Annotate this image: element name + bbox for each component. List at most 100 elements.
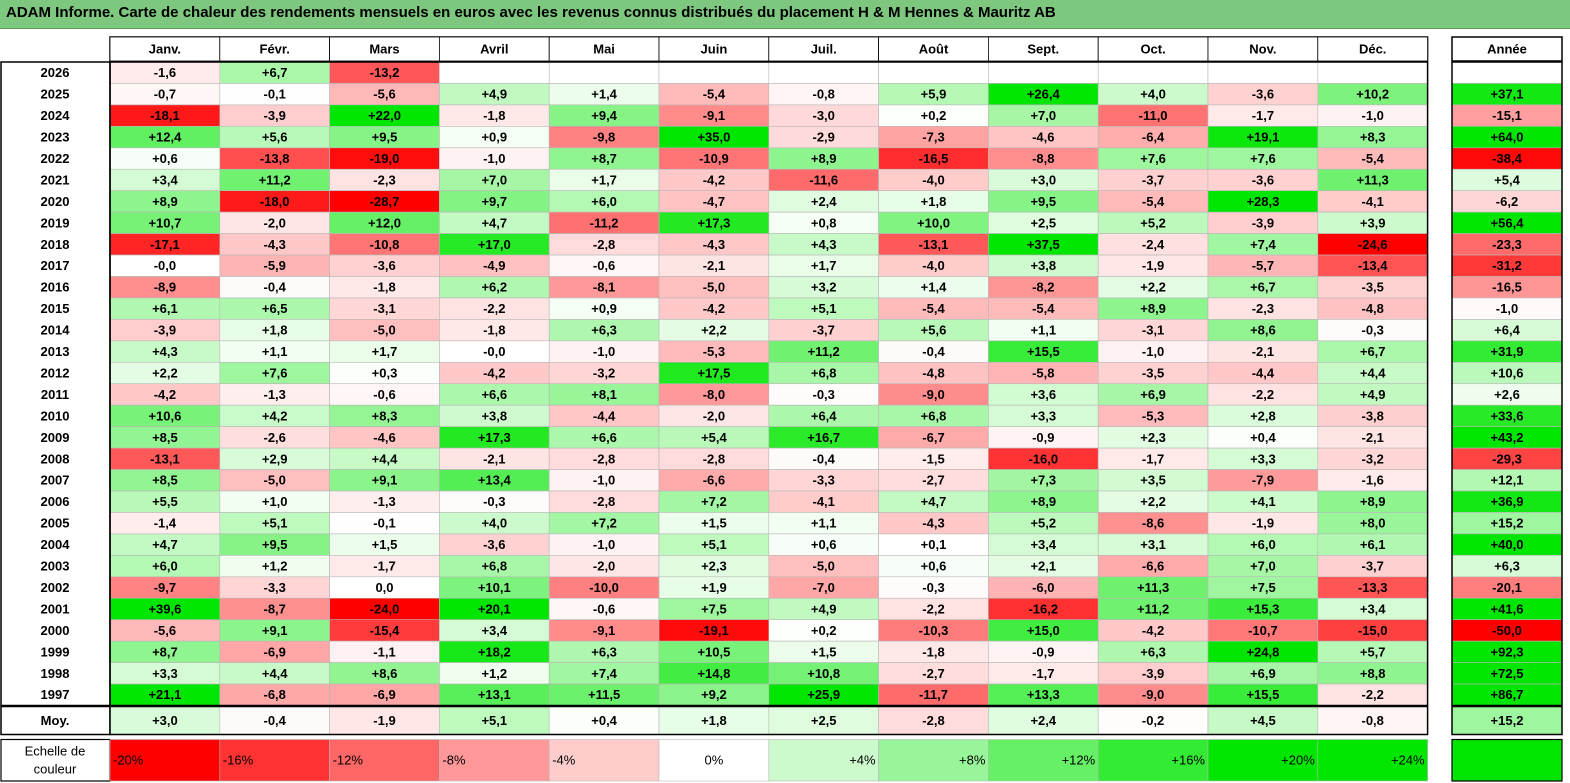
average-value: -1,9 <box>373 713 395 728</box>
cell-value: +6,3 <box>1140 644 1166 659</box>
cell-value: +2,3 <box>1140 430 1166 445</box>
average-value: +0,4 <box>591 713 617 728</box>
cell-value: +5,2 <box>1140 215 1166 230</box>
month-header-7: Juil. <box>811 41 837 56</box>
cell-value: -10,9 <box>699 151 729 166</box>
cell-value: -4,8 <box>1361 301 1383 316</box>
cell-value: -24,6 <box>1358 237 1388 252</box>
cell-value: -0,3 <box>483 494 505 509</box>
cell-value: -4,2 <box>154 387 176 402</box>
cell-value: -2,8 <box>593 237 615 252</box>
annual-value: +43,2 <box>1491 430 1524 445</box>
average-label-cell <box>0 705 111 736</box>
cell-value: -5,0 <box>812 559 834 574</box>
average-cell <box>768 706 879 735</box>
average-row-frame <box>109 705 1429 736</box>
cell-value: -3,8 <box>1361 408 1383 423</box>
scale-annual-swatch <box>1451 738 1563 782</box>
scale-swatch <box>109 739 221 782</box>
cell-value: +1,0 <box>262 494 288 509</box>
heatmap-cell <box>1207 61 1319 84</box>
cell-value: -3,9 <box>263 108 285 123</box>
cell-value: -19,1 <box>699 623 729 638</box>
cell-value: +16,7 <box>807 430 840 445</box>
cell-value: -4,6 <box>373 430 395 445</box>
cell-value: +13,4 <box>478 473 512 488</box>
cell-value: +28,3 <box>1246 194 1279 209</box>
cell-value: +5,5 <box>152 494 178 509</box>
cell-value: -1,0 <box>593 537 615 552</box>
cell-value: +7,5 <box>1250 580 1276 595</box>
cell-value: +25,9 <box>807 687 840 702</box>
cell-value: +5,1 <box>701 537 727 552</box>
cell-value: +35,0 <box>697 130 730 145</box>
month-header-cell <box>658 36 770 62</box>
scale-swatch <box>878 739 989 782</box>
average-value: -0,2 <box>1142 713 1164 728</box>
month-header-cell <box>878 36 989 62</box>
scale-swatch <box>548 739 660 782</box>
cell-value: +7,0 <box>1250 559 1276 574</box>
cell-value: +14,8 <box>697 666 730 681</box>
cell-value: +7,4 <box>591 666 617 681</box>
cell-value: +8,9 <box>811 151 837 166</box>
cell-value: -1,7 <box>1252 108 1274 123</box>
cell-value: +1,8 <box>921 194 947 209</box>
cell-value: +8,1 <box>591 387 617 402</box>
month-header-cell <box>438 36 550 62</box>
cell-value: -3,6 <box>1252 172 1274 187</box>
cell-value: -13,8 <box>260 151 290 166</box>
cell-value: +1,7 <box>811 258 837 273</box>
cell-value: -5,4 <box>922 301 945 316</box>
cell-value: -3,5 <box>1142 365 1164 380</box>
cell-value: -7,3 <box>922 130 944 145</box>
cell-value: +6,0 <box>1250 537 1276 552</box>
cell-value: +1,5 <box>811 644 837 659</box>
cell-value: -1,9 <box>1142 258 1164 273</box>
cell-value: -8,8 <box>1032 151 1054 166</box>
cell-value: -3,7 <box>812 323 834 338</box>
cell-value: -1,3 <box>373 494 395 509</box>
cell-value: +6,0 <box>591 194 617 209</box>
cell-value: +5,1 <box>262 516 288 531</box>
cell-value: +8,8 <box>1360 666 1386 681</box>
cell-value: +3,3 <box>152 666 178 681</box>
cell-value: -5,6 <box>154 623 176 638</box>
cell-value: +1,4 <box>591 87 617 102</box>
scale-swatch <box>329 739 440 782</box>
scale-label-line2: couleur <box>34 762 77 777</box>
cell-value: -16,2 <box>1028 601 1058 616</box>
cell-value: +3,1 <box>1140 537 1166 552</box>
cell-value: +10,8 <box>807 666 840 681</box>
cell-value: +15,0 <box>1027 623 1060 638</box>
cell-value: +4,9 <box>481 87 507 102</box>
cell-value: -5,4 <box>1032 301 1055 316</box>
cell-value: -6,0 <box>1032 580 1054 595</box>
cell-value: -2,1 <box>483 451 505 466</box>
annual-value: +6,3 <box>1494 559 1520 574</box>
scale-value: 0% <box>705 753 724 768</box>
cell-value: +6,9 <box>1140 387 1166 402</box>
cell-value: -13,1 <box>919 237 949 252</box>
cell-value: -6,6 <box>1142 559 1164 574</box>
cell-value: -2,8 <box>703 451 725 466</box>
scale-value: -12% <box>333 753 364 768</box>
average-cell <box>109 706 221 735</box>
year-label: 2022 <box>41 151 70 166</box>
cell-value: +0,3 <box>372 365 398 380</box>
cell-value: -0,1 <box>373 516 395 531</box>
annual-value: +12,1 <box>1491 473 1524 488</box>
cell-value: +3,4 <box>152 172 178 187</box>
cell-value: +6,8 <box>811 365 837 380</box>
annual-value: +40,0 <box>1491 537 1524 552</box>
cell-value: +5,2 <box>1030 516 1056 531</box>
month-header-8: Août <box>919 41 949 56</box>
months-body-frame <box>109 61 1429 707</box>
cell-value: +3,4 <box>481 623 507 638</box>
cell-value: +5,6 <box>262 130 288 145</box>
cell-value: -4,0 <box>922 172 944 187</box>
cell-value: +6,9 <box>1250 666 1276 681</box>
year-label: 2021 <box>41 172 70 187</box>
cell-value: -3,7 <box>1142 172 1164 187</box>
